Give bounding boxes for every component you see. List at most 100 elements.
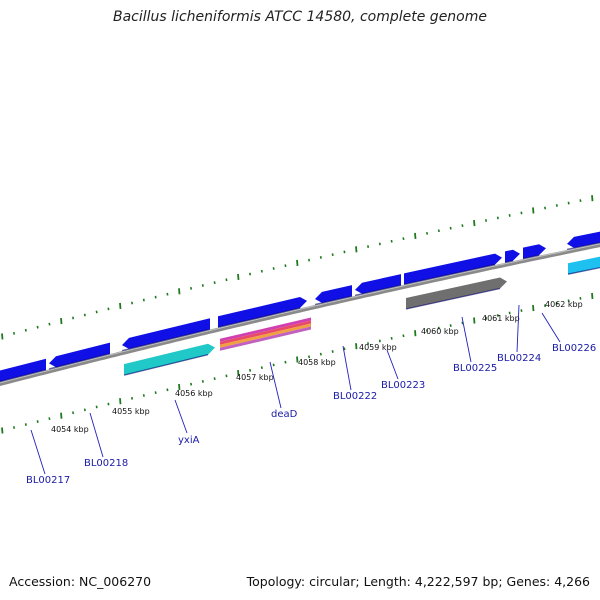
outer-tick-minor xyxy=(13,331,16,335)
inner-tick-minor xyxy=(48,417,51,421)
feature-deaD-stripe-1 xyxy=(220,317,311,342)
outer-tick-minor xyxy=(142,298,145,302)
inner-tick-minor xyxy=(331,350,334,353)
outer-tick-major xyxy=(414,232,417,240)
outer-tick-minor xyxy=(190,286,193,290)
cds-forward-9 xyxy=(522,244,546,260)
cds-forward-7 xyxy=(403,253,502,286)
kbp-label-8: 4061 kbp xyxy=(482,314,520,323)
cds-forward-8-edge xyxy=(504,260,514,264)
outer-tick-minor xyxy=(201,284,204,287)
outer-tick-major xyxy=(473,219,476,227)
feature-gray-body xyxy=(406,277,507,309)
genome-summary-label: Topology: circular; Length: 4,222,597 bp… xyxy=(246,574,590,589)
inner-tick-minor xyxy=(13,426,16,429)
inner-tick-minor xyxy=(426,329,429,333)
outer-tick-minor xyxy=(449,226,452,230)
outer-tick-major xyxy=(1,333,4,340)
inner-tick-minor xyxy=(272,363,275,367)
gene-label: yxiA xyxy=(178,435,200,446)
gene-leader-line xyxy=(461,316,472,363)
outer-tick-minor xyxy=(166,292,169,296)
inner-tick-major xyxy=(1,427,4,434)
map-title: Bacillus licheniformis ATCC 14580, compl… xyxy=(113,9,487,25)
cds-forward-1-body xyxy=(0,358,46,382)
cds-forward-3-edge xyxy=(121,328,211,352)
feature-lightblue-body xyxy=(568,256,600,275)
feature-cyan-edge xyxy=(123,354,209,376)
feature-gray xyxy=(405,277,507,310)
gene-bl00225: BL00225 xyxy=(453,316,497,374)
inner-tick-minor xyxy=(154,391,157,395)
cds-forward-1 xyxy=(0,358,47,383)
gene-bl00217: BL00217 xyxy=(26,429,70,486)
inner-tick-major xyxy=(60,412,63,419)
outer-tick-minor xyxy=(544,206,547,210)
outer-tick-minor xyxy=(107,307,110,311)
inner-tick-minor xyxy=(437,326,440,330)
cds-forward-4-body xyxy=(218,297,307,328)
inner-tick-major xyxy=(355,343,358,350)
inner-tick-minor xyxy=(190,382,193,386)
inner-tick-minor xyxy=(402,334,405,338)
gene-label: BL00225 xyxy=(453,363,497,374)
gene-leader-line xyxy=(269,361,282,409)
inner-tick-minor xyxy=(485,316,488,320)
outer-tick-minor xyxy=(308,258,311,262)
feature-gray-edge xyxy=(405,287,501,310)
outer-tick-major xyxy=(591,195,594,202)
gene-bl00223: BL00223 xyxy=(381,349,425,391)
cds-forward-7-edge xyxy=(403,263,496,286)
outer-tick-minor xyxy=(485,219,488,222)
gene-leader-line xyxy=(342,345,352,391)
outer-tick-minor xyxy=(402,237,405,241)
outer-tick-major xyxy=(532,207,535,214)
cds-forward-6-edge xyxy=(354,284,402,297)
feature-deaD-stripe-4 xyxy=(220,326,311,351)
outer-tick-major xyxy=(119,302,122,310)
outer-tick-major xyxy=(296,259,299,266)
outer-tick-major xyxy=(178,288,181,295)
inner-tick-minor xyxy=(390,336,393,340)
inner-tick-minor xyxy=(260,366,263,370)
cds-forward-7-body xyxy=(404,253,502,285)
inner-tick-minor xyxy=(24,423,27,426)
cds-forward-2-body xyxy=(49,342,110,368)
outer-tick-minor xyxy=(272,267,275,270)
inner-tick-major xyxy=(591,292,594,300)
outer-tick-minor xyxy=(426,231,429,235)
cds-forward-6-body xyxy=(355,274,401,294)
inner-tick-minor xyxy=(520,309,523,312)
outer-tick-minor xyxy=(437,229,440,233)
gene-bl00224: BL00224 xyxy=(497,304,541,364)
backbone-highlight xyxy=(0,243,600,384)
gene-features xyxy=(0,231,600,383)
kbp-label-6: 4059 kbp xyxy=(359,343,397,352)
inner-tick-minor xyxy=(308,355,311,359)
gene-leader-line xyxy=(541,312,561,343)
inner-tick-marks xyxy=(1,292,594,434)
inner-tick-minor xyxy=(319,352,322,356)
cds-forward-6 xyxy=(354,274,402,297)
outer-tick-major xyxy=(237,273,240,280)
feature-deaD-stripe-3 xyxy=(220,323,311,348)
kbp-label-1: 4054 kbp xyxy=(51,425,89,434)
gene-leader-line xyxy=(89,412,104,458)
inner-tick-major xyxy=(178,383,181,391)
inner-tick-minor xyxy=(367,342,370,345)
outer-tick-minor xyxy=(95,310,98,314)
outer-tick-minor xyxy=(260,269,263,273)
gene-bl00218: BL00218 xyxy=(84,412,128,469)
kbp-label-3: 4056 kbp xyxy=(175,389,213,398)
inner-tick-minor xyxy=(508,311,511,315)
outer-tick-minor xyxy=(24,328,27,332)
inner-tick-major xyxy=(473,317,476,324)
cds-forward-3-body xyxy=(122,318,210,349)
inner-tick-major xyxy=(119,398,122,405)
cds-forward-2-edge xyxy=(48,352,111,370)
inner-tick-minor xyxy=(107,402,110,406)
inner-tick-major xyxy=(296,356,299,363)
cds-forward-5-edge xyxy=(314,295,353,306)
gene-label: BL00224 xyxy=(497,353,541,364)
